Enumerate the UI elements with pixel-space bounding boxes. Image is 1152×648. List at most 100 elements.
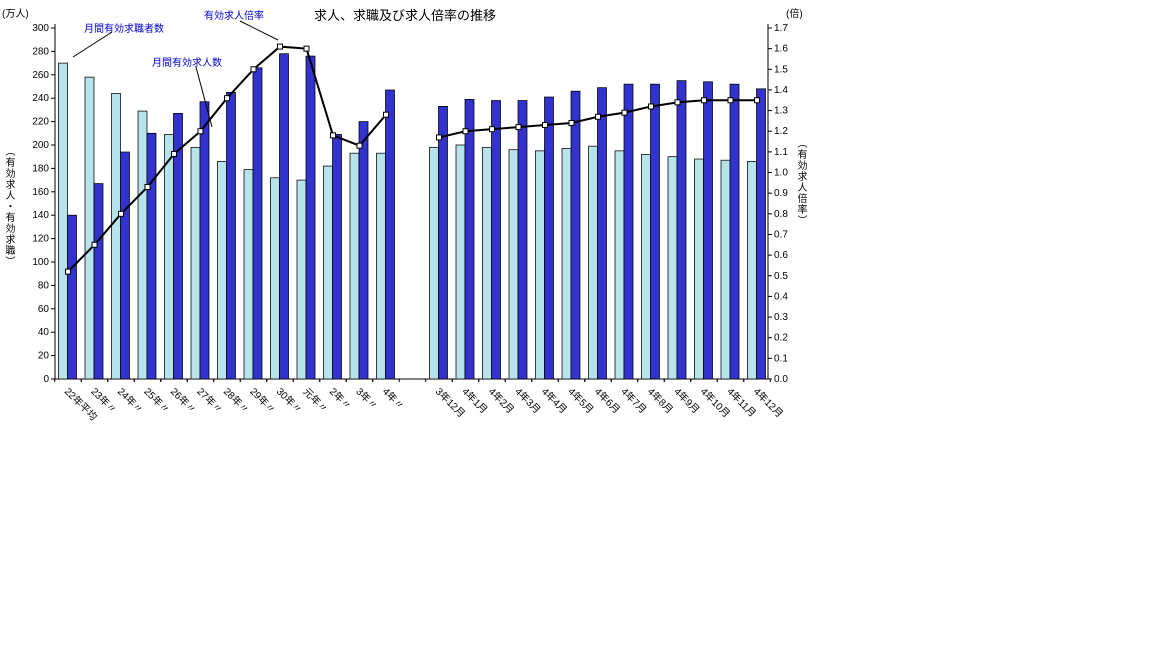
right-axis-tick-label: 0.1 (774, 353, 788, 364)
left-axis-tick-label: 20 (38, 351, 50, 362)
ratio-line-marker (754, 97, 760, 104)
bar-job-seekers (694, 158, 704, 380)
bar-job-offers (279, 53, 289, 380)
left-axis-tick-label: 160 (32, 187, 49, 198)
x-axis-label: 25年〃 (141, 385, 172, 416)
bar-job-seekers (243, 169, 254, 380)
x-axis-label: 3年〃 (353, 385, 380, 412)
bar-job-seekers (164, 134, 174, 380)
right-axis-tick-label: 0.7 (774, 229, 788, 240)
x-axis-label: 4年8月 (645, 385, 676, 416)
right-axis-tick-label: 0.3 (774, 312, 788, 323)
left-axis-tick-label: 220 (32, 117, 49, 128)
bar-job-seekers (641, 153, 651, 380)
x-axis-label: 30年〃 (274, 385, 305, 416)
bar-job-offers (173, 113, 183, 380)
x-axis-label: 27年〃 (194, 385, 225, 416)
ratio-line-marker (621, 109, 628, 116)
x-axis-label: 2年〃 (327, 385, 354, 412)
right-axis-tick-label: 1.4 (774, 85, 788, 96)
ratio-line-marker (224, 95, 230, 102)
ratio-line-marker (462, 128, 469, 135)
annotation-leader-line (72, 31, 113, 58)
bar-job-seekers (429, 146, 439, 380)
bar-job-offers (438, 106, 448, 380)
bar-job-offers (67, 214, 77, 380)
bar-job-offers (358, 121, 369, 380)
x-axis-label: 4年〃 (380, 385, 407, 412)
x-axis-label: 4年6月 (592, 385, 623, 416)
left-axis-tick-label: 180 (32, 163, 49, 174)
bar-job-offers (305, 55, 316, 380)
right-axis-tick-label: 0.8 (774, 209, 788, 220)
chart-canvas: 0 20 40 60 80 100 120 140 160 180 200 220 240 260 280 3… (32, 20, 788, 423)
x-axis-label: 元年〃 (300, 385, 330, 415)
bar-job-offers (332, 134, 342, 380)
ratio-line-marker (330, 132, 336, 139)
left-axis-tick-label: 280 (32, 46, 49, 57)
bar-job-seekers (270, 177, 280, 380)
annotation-leader-line (239, 20, 279, 41)
bar-job-offers (252, 67, 263, 380)
ratio-line-marker (197, 128, 204, 135)
bar-job-seekers (376, 152, 386, 380)
x-axis-label: 24年〃 (115, 385, 146, 416)
bar-job-offers (93, 183, 104, 380)
right-axis-tick-label: 1.5 (774, 64, 788, 75)
right-axis-tick-label: 0.0 (774, 374, 788, 385)
bar-job-offers (623, 83, 634, 380)
bar-job-seekers (349, 152, 360, 380)
bar-job-offers (676, 80, 687, 380)
right-axis-tick-label: 1.7 (774, 23, 788, 34)
bar-job-offers (199, 101, 210, 380)
bar-job-seekers (455, 144, 466, 380)
x-axis-label: 4年12月 (751, 385, 786, 420)
bar-job-seekers (58, 62, 68, 380)
annotation-leader-line (195, 66, 213, 128)
bar-job-offers (570, 90, 581, 380)
ratio-line-marker (118, 210, 124, 217)
ratio-line-marker (91, 241, 98, 248)
bar-job-seekers (111, 93, 121, 380)
bar-job-seekers (614, 150, 625, 380)
left-axis-tick-label: 0 (43, 374, 49, 385)
bar-job-offers (385, 89, 395, 380)
right-axis-tick-label: 1.1 (774, 147, 788, 158)
ratio-line-marker (250, 66, 257, 73)
right-axis-tick-label: 1.6 (774, 44, 788, 55)
left-axis-tick-label: 40 (38, 327, 50, 338)
ratio-line-marker (515, 124, 522, 131)
bar-job-offers (756, 88, 766, 380)
right-axis-tick-label: 1.3 (774, 106, 788, 117)
ratio-line-marker (383, 111, 389, 118)
bar-job-offers (517, 100, 528, 380)
bar-job-offers (597, 87, 607, 380)
bar-job-seekers (84, 76, 95, 380)
x-axis-label: 4年7月 (618, 385, 649, 416)
right-axis-tick-label: 1.0 (774, 168, 788, 179)
bar-job-seekers (482, 146, 492, 380)
left-axis-tick-label: 260 (32, 70, 49, 81)
x-axis-label: 4年3月 (512, 385, 543, 416)
bar-job-seekers (217, 161, 227, 380)
ratio-line-marker (356, 142, 363, 149)
ratio-line-marker (489, 126, 495, 133)
bar-job-offers (703, 81, 713, 380)
bar-job-seekers (667, 156, 678, 380)
ratio-line-marker (674, 99, 681, 106)
bar-job-offers (544, 96, 554, 380)
bar-job-seekers (720, 159, 731, 380)
ratio-line-marker (277, 43, 283, 50)
ratio-line-marker (595, 113, 601, 120)
bar-job-seekers (323, 165, 333, 380)
x-axis-label: 4年5月 (565, 385, 596, 416)
right-axis-tick-label: 0.9 (774, 188, 788, 199)
left-axis-tick-label: 120 (32, 234, 49, 245)
left-axis-tick-label: 300 (32, 23, 49, 34)
bar-job-offers (464, 98, 475, 380)
right-axis-tick-label: 0.4 (774, 291, 788, 302)
x-axis-label: 28年〃 (221, 385, 252, 416)
ratio-line-marker (542, 122, 548, 129)
bar-job-offers (491, 100, 501, 380)
